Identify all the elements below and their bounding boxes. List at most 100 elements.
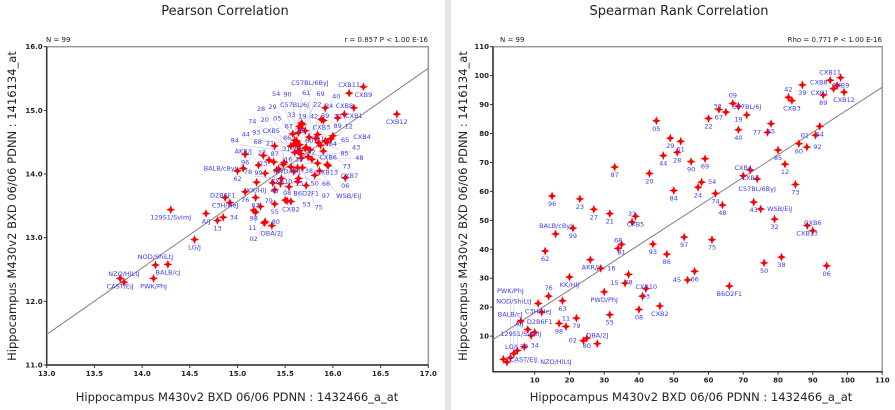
data-point[interactable] <box>690 266 700 276</box>
data-point[interactable] <box>297 119 307 129</box>
data-point[interactable] <box>288 129 298 139</box>
data-point[interactable] <box>201 208 211 218</box>
data-point[interactable] <box>818 90 828 100</box>
data-point[interactable] <box>686 157 696 167</box>
data-point[interactable] <box>190 235 200 245</box>
data-point[interactable] <box>575 194 585 204</box>
data-point[interactable] <box>836 73 846 83</box>
data-point[interactable] <box>585 255 595 265</box>
data-point[interactable] <box>249 205 259 215</box>
data-point[interactable] <box>568 223 578 233</box>
data-point[interactable] <box>252 177 262 187</box>
data-point[interactable] <box>683 275 693 285</box>
data-point[interactable] <box>637 291 647 301</box>
data-point[interactable] <box>770 214 780 224</box>
data-point[interactable] <box>251 207 261 217</box>
data-point[interactable] <box>318 116 328 126</box>
data-point[interactable] <box>707 235 717 245</box>
data-point[interactable] <box>624 269 634 279</box>
data-point[interactable] <box>564 272 574 282</box>
data-point[interactable] <box>294 147 304 157</box>
data-point[interactable] <box>644 168 654 178</box>
data-point[interactable] <box>498 354 508 364</box>
data-point[interactable] <box>523 324 533 334</box>
data-point[interactable] <box>714 105 724 115</box>
data-point[interactable] <box>326 134 336 144</box>
data-point[interactable] <box>783 92 793 102</box>
data-point[interactable] <box>323 161 333 171</box>
data-point[interactable] <box>676 136 686 146</box>
data-point[interactable] <box>310 170 320 180</box>
data-point[interactable] <box>238 163 248 173</box>
data-point[interactable] <box>669 186 679 196</box>
data-point[interactable] <box>733 101 743 111</box>
data-point[interactable] <box>822 261 832 271</box>
data-point[interactable] <box>259 218 269 228</box>
data-point[interactable] <box>300 144 310 154</box>
data-point[interactable] <box>617 239 627 249</box>
data-point[interactable] <box>502 357 512 367</box>
data-point[interactable] <box>658 151 668 161</box>
data-point[interactable] <box>704 113 714 123</box>
data-point[interactable] <box>519 342 529 352</box>
data-point[interactable] <box>700 154 710 164</box>
data-point[interactable] <box>218 212 228 222</box>
data-point[interactable] <box>749 197 759 207</box>
data-point[interactable] <box>516 316 526 326</box>
data-point[interactable] <box>289 139 299 149</box>
data-point[interactable] <box>679 232 689 242</box>
data-point[interactable] <box>274 164 284 174</box>
data-point[interactable] <box>832 80 842 90</box>
data-point[interactable] <box>320 103 330 113</box>
data-point[interactable] <box>233 166 242 176</box>
data-point[interactable] <box>268 178 278 188</box>
data-point[interactable] <box>322 137 332 147</box>
data-point[interactable] <box>530 327 540 337</box>
data-point[interactable] <box>303 152 313 162</box>
data-point[interactable] <box>251 193 261 203</box>
data-point[interactable] <box>289 166 299 176</box>
data-point[interactable] <box>811 130 821 140</box>
data-point[interactable] <box>578 336 588 346</box>
data-point[interactable] <box>149 273 159 283</box>
data-point[interactable] <box>829 84 839 94</box>
data-point[interactable] <box>333 113 343 123</box>
data-point[interactable] <box>613 243 623 253</box>
data-point[interactable] <box>163 259 173 269</box>
data-point[interactable] <box>286 196 296 206</box>
data-point[interactable] <box>358 82 368 92</box>
data-point[interactable] <box>641 284 651 294</box>
data-point[interactable] <box>267 221 277 231</box>
data-point[interactable] <box>738 171 748 181</box>
data-point[interactable] <box>839 87 849 97</box>
data-point[interactable] <box>551 229 561 239</box>
data-point[interactable] <box>693 182 703 192</box>
data-point[interactable] <box>119 277 129 287</box>
data-point[interactable] <box>293 177 303 187</box>
data-point[interactable] <box>802 221 812 231</box>
data-point[interactable] <box>665 133 675 143</box>
data-point[interactable] <box>526 331 536 341</box>
data-point[interactable] <box>269 157 279 167</box>
data-point[interactable] <box>255 201 265 211</box>
data-point[interactable] <box>292 136 302 146</box>
data-point[interactable] <box>596 263 606 273</box>
data-point[interactable] <box>825 75 835 85</box>
data-point[interactable] <box>802 142 812 152</box>
data-point[interactable] <box>275 179 285 189</box>
data-point[interactable] <box>561 322 571 332</box>
data-point[interactable] <box>554 318 564 328</box>
data-point[interactable] <box>293 163 303 173</box>
data-point[interactable] <box>776 252 786 262</box>
data-point[interactable] <box>300 126 310 136</box>
data-point[interactable] <box>780 159 790 169</box>
data-point[interactable] <box>392 109 402 119</box>
data-point[interactable] <box>340 173 350 183</box>
data-point[interactable] <box>728 98 738 108</box>
data-point[interactable] <box>759 258 769 268</box>
data-point[interactable] <box>733 125 743 135</box>
data-point[interactable] <box>651 116 661 126</box>
data-point[interactable] <box>260 168 270 178</box>
data-point[interactable] <box>166 205 176 215</box>
data-point[interactable] <box>295 123 305 133</box>
